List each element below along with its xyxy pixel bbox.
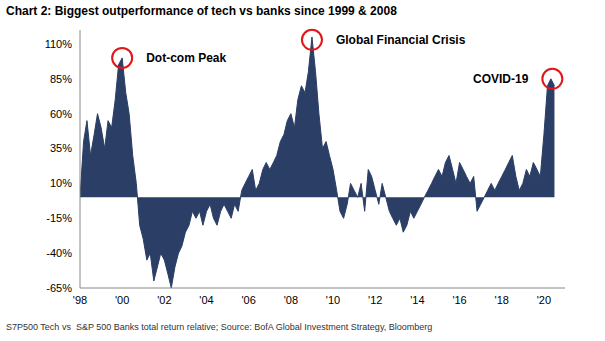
svg-text:10%: 10% bbox=[50, 177, 72, 189]
svg-text:'20: '20 bbox=[537, 294, 551, 306]
svg-text:-15%: -15% bbox=[46, 212, 72, 224]
svg-text:'14: '14 bbox=[410, 294, 424, 306]
svg-text:85%: 85% bbox=[50, 73, 72, 85]
svg-text:'06: '06 bbox=[242, 294, 256, 306]
svg-text:'12: '12 bbox=[368, 294, 382, 306]
svg-text:'08: '08 bbox=[284, 294, 298, 306]
svg-text:COVID-19: COVID-19 bbox=[473, 72, 529, 86]
svg-text:35%: 35% bbox=[50, 142, 72, 154]
svg-text:110%: 110% bbox=[45, 38, 73, 50]
svg-text:60%: 60% bbox=[50, 108, 72, 120]
svg-text:Dot-com Peak: Dot-com Peak bbox=[146, 51, 226, 65]
svg-text:'02: '02 bbox=[157, 294, 171, 306]
svg-text:'98: '98 bbox=[73, 294, 87, 306]
svg-text:-65%: -65% bbox=[46, 282, 72, 294]
svg-text:'00: '00 bbox=[115, 294, 129, 306]
html-text:Chart 2: Biggest outperformanc: Chart 2: Biggest outperformance of tech … bbox=[6, 4, 397, 18]
svg-text:-40%: -40% bbox=[46, 247, 72, 259]
svg-text:Global Financial Crisis: Global Financial Crisis bbox=[336, 33, 466, 47]
html-text:S7P500 Tech vs S&P 500 Banks t: S7P500 Tech vs S&P 500 Banks total retur… bbox=[6, 322, 433, 332]
svg-text:'04: '04 bbox=[199, 294, 213, 306]
svg-text:'16: '16 bbox=[452, 294, 466, 306]
svg-text:'10: '10 bbox=[326, 294, 340, 306]
svg-text:'18: '18 bbox=[495, 294, 509, 306]
